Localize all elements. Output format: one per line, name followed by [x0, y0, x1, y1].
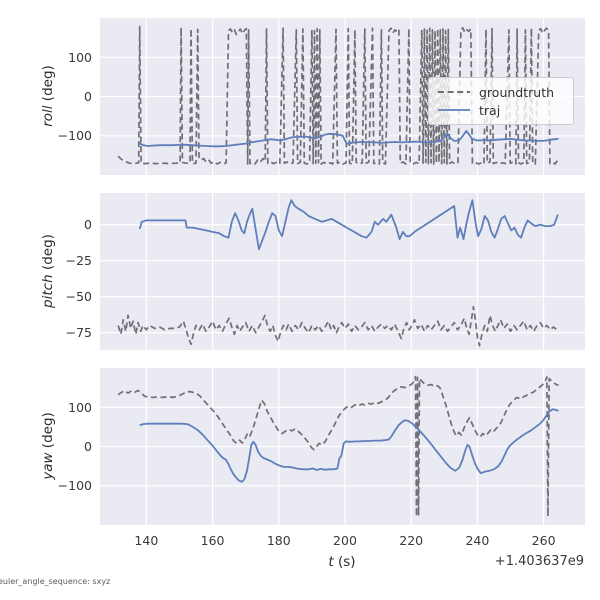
legend-label: groundtruth	[479, 84, 555, 100]
traj-line	[138, 199, 559, 251]
y-tick-label: 100	[68, 399, 92, 415]
yaw-subplot	[100, 368, 585, 525]
x-tick-label: 240	[465, 533, 490, 548]
groundtruth-line	[117, 305, 560, 347]
yaw-plot-canvas	[100, 368, 585, 525]
groundtruth-line	[117, 375, 559, 518]
x-tick-label: 160	[200, 533, 225, 548]
x-tick-label: 220	[399, 533, 424, 548]
roll-plot-canvas	[100, 18, 585, 175]
x-tick-label: 180	[266, 533, 291, 548]
y-tick-label: 0	[84, 439, 92, 454]
y-tick-label: −75	[65, 325, 92, 341]
x-axis-label-unit: (s)	[333, 554, 356, 570]
legend-item-groundtruth: groundtruth	[438, 83, 564, 101]
legend-dashed-line-sample	[438, 91, 470, 93]
y-tick-label: −50	[65, 289, 92, 305]
roll-axis-label-var: roll	[40, 105, 56, 127]
x-tick-label: 140	[134, 533, 159, 548]
y-tick-label: 100	[68, 49, 92, 65]
y-tick-label: 0	[84, 89, 92, 104]
x-tick-label: 200	[333, 533, 357, 548]
traj-line	[139, 408, 559, 483]
traj-line	[139, 130, 559, 148]
y-tick-label: −100	[57, 128, 92, 144]
legend-solid-line-sample	[438, 109, 470, 111]
x-axis-label: t (s)	[328, 554, 355, 570]
y-tick-label: −100	[57, 478, 92, 494]
pitch-plot-canvas	[100, 193, 585, 350]
x-axis-label-var: t	[328, 554, 334, 570]
legend: groundtruth traj	[428, 77, 574, 125]
legend-item-traj: traj	[438, 101, 564, 119]
footnote-euler-sequence: euler_angle_sequence: sxyz	[0, 577, 111, 586]
x-tick-label: 260	[531, 533, 556, 548]
y-tick-label: 0	[84, 217, 92, 233]
y-tick-label: −25	[65, 253, 92, 269]
legend-label: traj	[479, 102, 501, 118]
pitch-subplot	[100, 193, 585, 350]
x-axis-offset-text: +1.403637e9	[494, 554, 584, 569]
yaw-axis-label-var: yaw	[40, 452, 56, 480]
groundtruth-line	[117, 25, 560, 165]
